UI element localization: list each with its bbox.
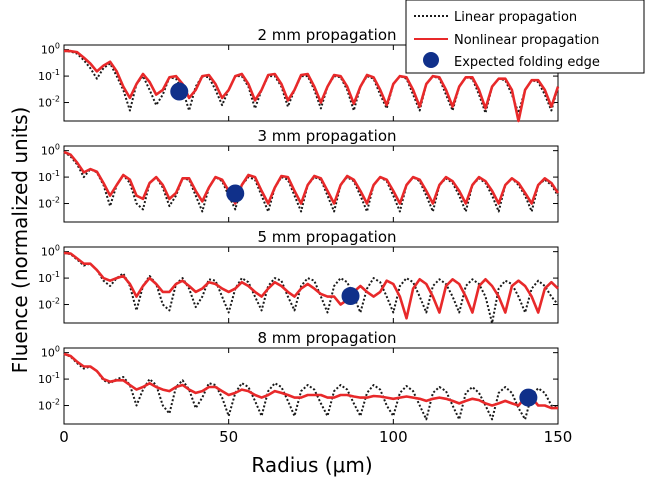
y-tick-label-exp: -2 — [52, 196, 60, 205]
y-tick-label-base: 10 — [38, 198, 52, 211]
y-tick-label: 100 — [41, 143, 60, 158]
legend-box — [405, 0, 645, 74]
y-tick-label-exp: -2 — [52, 297, 60, 306]
y-tick-label: 10-1 — [38, 270, 60, 285]
y-tick-label-base: 10 — [41, 246, 55, 259]
y-tick-label-base: 10 — [38, 373, 52, 386]
panel-title: 5 mm propagation — [258, 228, 397, 246]
y-tick-label-base: 10 — [38, 70, 52, 83]
folding-edge-marker — [170, 82, 189, 101]
folding-edge-marker — [341, 287, 360, 306]
panel-title: 3 mm propagation — [258, 127, 397, 145]
series-nonlinear-line — [63, 251, 559, 320]
y-tick-label: 100 — [41, 244, 60, 259]
y-tick-label-exp: -1 — [52, 270, 60, 279]
y-tick-label: 10-2 — [38, 297, 60, 312]
legend: Linear propagation Nonlinear propagation… — [405, 0, 645, 74]
y-tick-label-base: 10 — [38, 171, 52, 184]
folding-edge-marker — [519, 388, 538, 407]
y-tick-label-base: 10 — [38, 400, 52, 413]
y-tick-label-base: 10 — [38, 272, 52, 285]
folding-edge-marker — [226, 184, 245, 203]
series-linear-line — [63, 251, 559, 324]
y-tick-label: 10-2 — [38, 196, 60, 211]
y-tick-label-exp: -1 — [52, 68, 60, 77]
series-nonlinear-line — [63, 49, 560, 123]
y-tick-label: 10-2 — [38, 398, 60, 413]
legend-swatch-edge — [423, 52, 439, 68]
x-tick-label: 0 — [59, 428, 69, 446]
x-tick-label: 100 — [379, 428, 408, 446]
y-tick-label-base: 10 — [41, 347, 55, 360]
y-tick-label: 10-1 — [38, 68, 60, 83]
y-axis-label: Fluence (normalized units) — [8, 107, 32, 374]
x-axis-label-unit: μm — [333, 453, 365, 477]
legend-label-linear: Linear propagation — [454, 10, 577, 25]
panel-title: 8 mm propagation — [258, 329, 397, 347]
x-tick-label: 150 — [544, 428, 573, 446]
x-axis-label: Radius (μm) — [251, 453, 372, 477]
panel-frame — [63, 145, 559, 223]
y-tick-label-exp: -2 — [52, 398, 60, 407]
legend-label-edge: Expected folding edge — [454, 55, 600, 70]
y-tick-label-exp: -1 — [52, 169, 60, 178]
y-tick-label-base: 10 — [38, 299, 52, 312]
y-tick-label-exp: -1 — [52, 371, 60, 380]
x-axis-label-text: Radius ( — [251, 453, 332, 477]
y-tick-label: 10-2 — [38, 95, 60, 110]
y-tick-label: 100 — [41, 42, 60, 57]
series-nonlinear-line — [63, 150, 560, 205]
y-tick-label-exp: 0 — [55, 143, 60, 152]
y-tick-label-exp: 0 — [55, 345, 60, 354]
x-tick-label: 50 — [219, 428, 238, 446]
x-axis-label-close: ) — [365, 453, 373, 477]
y-tick-label-base: 10 — [41, 145, 55, 158]
y-tick-label: 10-1 — [38, 169, 60, 184]
series-nonlinear-line — [63, 352, 558, 410]
y-tick-label-exp: 0 — [55, 42, 60, 51]
y-tick-label: 100 — [41, 345, 60, 360]
y-tick-label-exp: 0 — [55, 244, 60, 253]
y-tick-label-base: 10 — [41, 44, 55, 57]
panel-title: 2 mm propagation — [258, 26, 397, 44]
y-tick-label-base: 10 — [38, 97, 52, 110]
legend-label-nonlinear: Nonlinear propagation — [454, 33, 599, 48]
y-tick-label-exp: -2 — [52, 95, 60, 104]
y-tick-label: 10-1 — [38, 371, 60, 386]
panel-frame — [63, 347, 559, 425]
